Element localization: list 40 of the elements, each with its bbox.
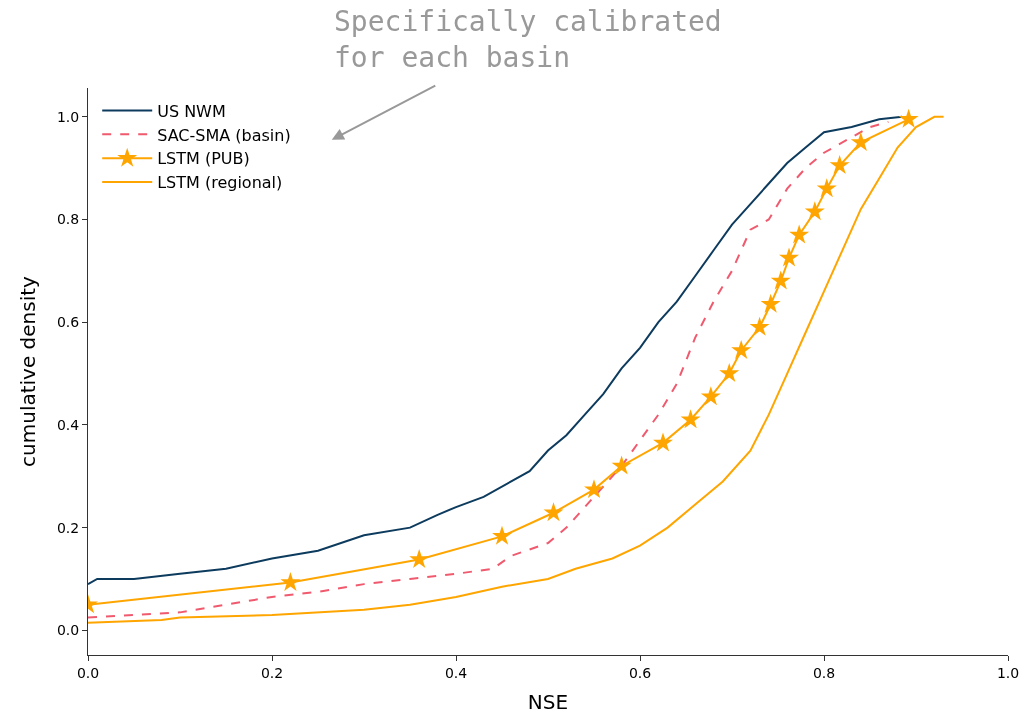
point: [749, 316, 770, 336]
legend-label: SAC-SMA (basin): [157, 125, 291, 145]
point: [680, 409, 701, 429]
y-tick-label: 0.2: [56, 519, 80, 536]
point: [789, 224, 810, 244]
point: [409, 548, 430, 568]
point: [816, 178, 837, 198]
point: [731, 339, 752, 359]
x-tick-label: 0.4: [444, 664, 468, 681]
x-tick-label: 0.0: [76, 664, 100, 681]
point: [280, 572, 301, 592]
y-tick-label: 0.0: [56, 622, 80, 639]
point: [760, 293, 781, 313]
legend-label: LSTM (PUB): [157, 149, 250, 169]
point: [719, 363, 740, 383]
point: [829, 155, 850, 175]
x-axis-title: NSE: [527, 690, 569, 715]
point: [779, 247, 800, 267]
point: [898, 108, 919, 128]
point: [804, 201, 825, 221]
x-tick-label: 0.6: [628, 664, 652, 681]
point: [653, 432, 673, 452]
point: [850, 131, 871, 151]
x-tick-label: 1.0: [996, 664, 1020, 681]
point: [611, 455, 632, 475]
legend-label: LSTM (regional): [157, 173, 283, 193]
y-axis-title: cumulative density: [16, 275, 41, 467]
point: [492, 525, 512, 545]
x-tick-label: 0.8: [812, 664, 836, 681]
x-tick-label: 0.2: [260, 664, 284, 681]
text: Specifically calibrated for each basin: [334, 5, 722, 75]
y-tick-label: 0.6: [56, 314, 80, 331]
point: [543, 502, 564, 522]
point: [584, 479, 604, 499]
y-tick-label: 0.8: [56, 211, 80, 228]
legend-label: US NWM: [157, 101, 226, 121]
y-tick-label: 1.0: [56, 108, 80, 125]
point: [770, 270, 791, 290]
y-tick-label: 0.4: [56, 416, 80, 433]
point: [700, 386, 721, 406]
